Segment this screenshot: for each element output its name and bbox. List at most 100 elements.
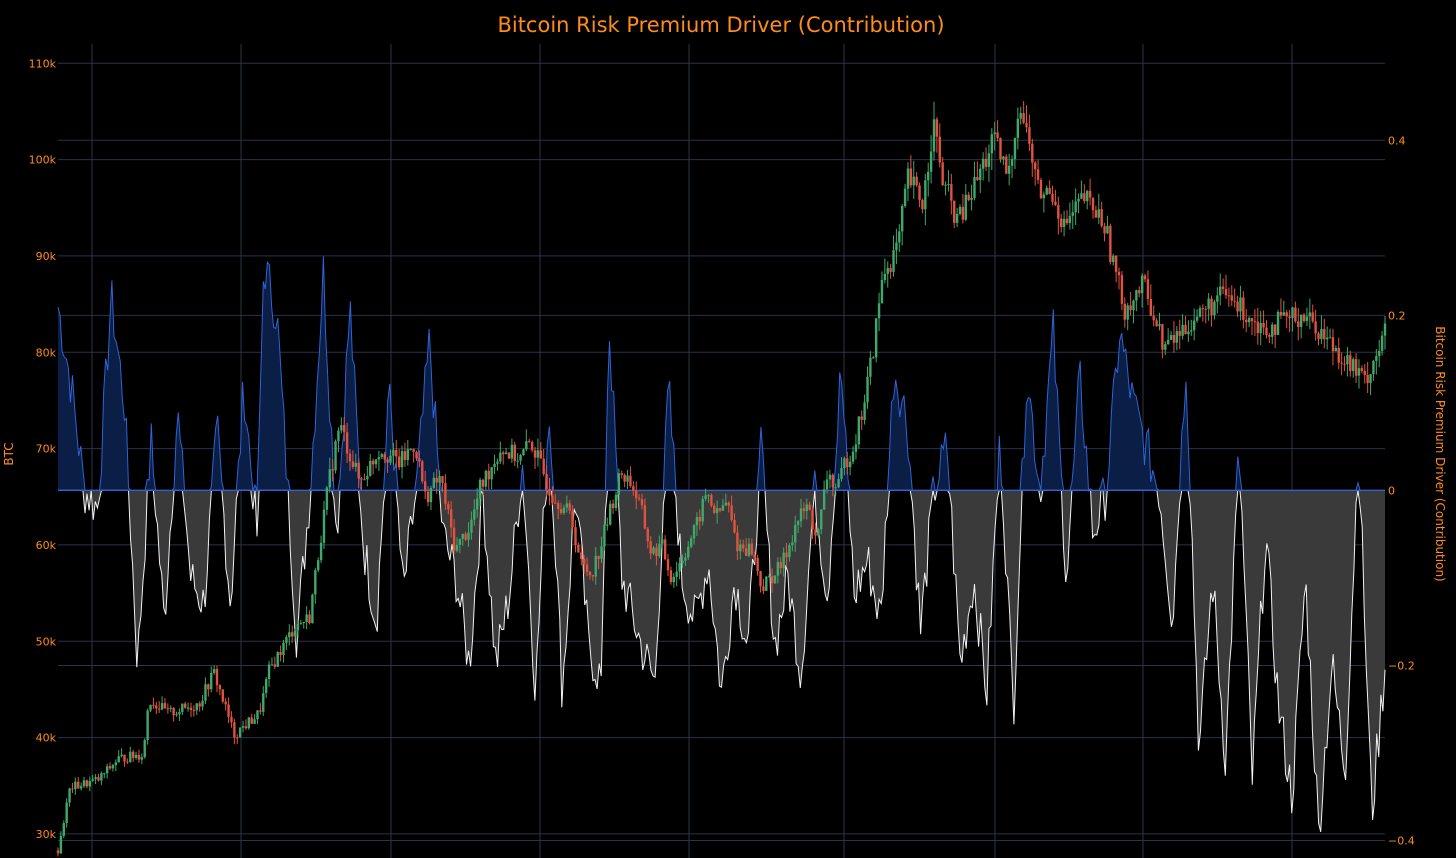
candle-body (504, 452, 508, 455)
candle-body (585, 564, 589, 572)
candle-body (1204, 308, 1207, 310)
candle-body (1288, 316, 1291, 318)
y-left-tick-label: 30k (36, 828, 57, 841)
candle-body (530, 442, 534, 451)
candle-body (331, 469, 334, 471)
candle-body (1109, 225, 1112, 263)
candle-body (869, 357, 872, 377)
candle-body (1016, 118, 1020, 139)
candle-body (126, 761, 129, 763)
candle-body (111, 765, 115, 769)
candle-body (418, 458, 421, 462)
candle-body (539, 450, 543, 459)
candle-body (250, 717, 253, 724)
candle-body (941, 162, 944, 186)
candle-body (293, 630, 297, 637)
candle-body (1363, 370, 1366, 375)
candle-body (502, 452, 505, 455)
candle-body (620, 473, 623, 475)
candle-body (1140, 275, 1144, 294)
candle-body (661, 539, 664, 544)
candle-body (1002, 156, 1005, 160)
candle-body (1103, 226, 1106, 234)
candle-body (730, 505, 733, 520)
candle-body (426, 491, 430, 503)
candle-body (1265, 327, 1268, 335)
candle-body (386, 459, 389, 463)
candle-body (562, 507, 566, 514)
candle-body (681, 560, 684, 564)
candle-body (476, 498, 479, 510)
candle-body (108, 766, 112, 769)
candle-body (727, 502, 730, 506)
candle-body (846, 458, 849, 468)
candle-body (360, 478, 363, 480)
y-left-tick-label: 70k (36, 443, 57, 456)
candle-body (753, 554, 756, 558)
candle-body (487, 470, 490, 480)
candle-body (1250, 318, 1254, 322)
candle-body (1349, 355, 1352, 372)
candle-body (441, 476, 444, 484)
candle-body (1106, 225, 1109, 234)
candle-body (412, 449, 415, 452)
candle-body (1380, 335, 1384, 351)
candle-body (782, 552, 785, 569)
candle-body (1007, 165, 1011, 174)
candle-body (1028, 127, 1031, 144)
candle-body (981, 158, 985, 169)
candle-body (953, 200, 956, 223)
candle-body (545, 474, 548, 489)
y-right-tick-label: 0 (1388, 484, 1395, 497)
candle-body (822, 489, 826, 510)
candle-body (747, 543, 751, 556)
candle-body (406, 449, 410, 461)
candle-body (1172, 335, 1176, 343)
candle-body (854, 444, 858, 452)
candle-body (785, 552, 788, 558)
candle-body (880, 280, 884, 304)
candle-body (698, 517, 702, 522)
candle-body (392, 449, 395, 456)
candle-body (582, 559, 586, 565)
candle-body (736, 532, 739, 552)
candle-body (909, 168, 913, 186)
candle-body (131, 751, 135, 758)
candle-body (623, 474, 626, 482)
candle-body (608, 503, 612, 525)
candle-body (877, 303, 881, 319)
candle-body (632, 486, 635, 491)
y-left-tick-label: 80k (36, 346, 57, 359)
candle-body (1331, 337, 1335, 352)
candle-body (238, 727, 242, 738)
candle-body (1253, 321, 1257, 323)
candle-body (499, 452, 502, 462)
candle-body (1135, 290, 1138, 301)
candle-body (1074, 201, 1077, 213)
candle-body (1068, 215, 1072, 224)
candle-body (1297, 321, 1300, 327)
candle-body (915, 176, 918, 186)
candle-body (695, 517, 699, 526)
candle-body (895, 242, 898, 251)
candle-body (1178, 331, 1181, 336)
candle-body (201, 700, 204, 707)
candle-body (1192, 320, 1196, 331)
candle-body (1083, 193, 1086, 202)
candle-body (366, 475, 369, 480)
candle-body (669, 570, 673, 583)
candle-body (1213, 301, 1216, 316)
candle-body (1060, 218, 1063, 228)
candle-body (227, 704, 230, 717)
candle-body (750, 543, 754, 555)
candle-body (559, 509, 563, 514)
candle-body (724, 502, 728, 506)
candle-body (1155, 320, 1158, 327)
candle-body (516, 460, 519, 462)
y-right-tick-label: 0.4 (1388, 134, 1406, 147)
candle-body (1343, 363, 1346, 365)
candle-body (1114, 255, 1118, 272)
candle-body (1262, 322, 1265, 328)
candle-body (467, 532, 470, 540)
candle-body (1259, 322, 1262, 334)
